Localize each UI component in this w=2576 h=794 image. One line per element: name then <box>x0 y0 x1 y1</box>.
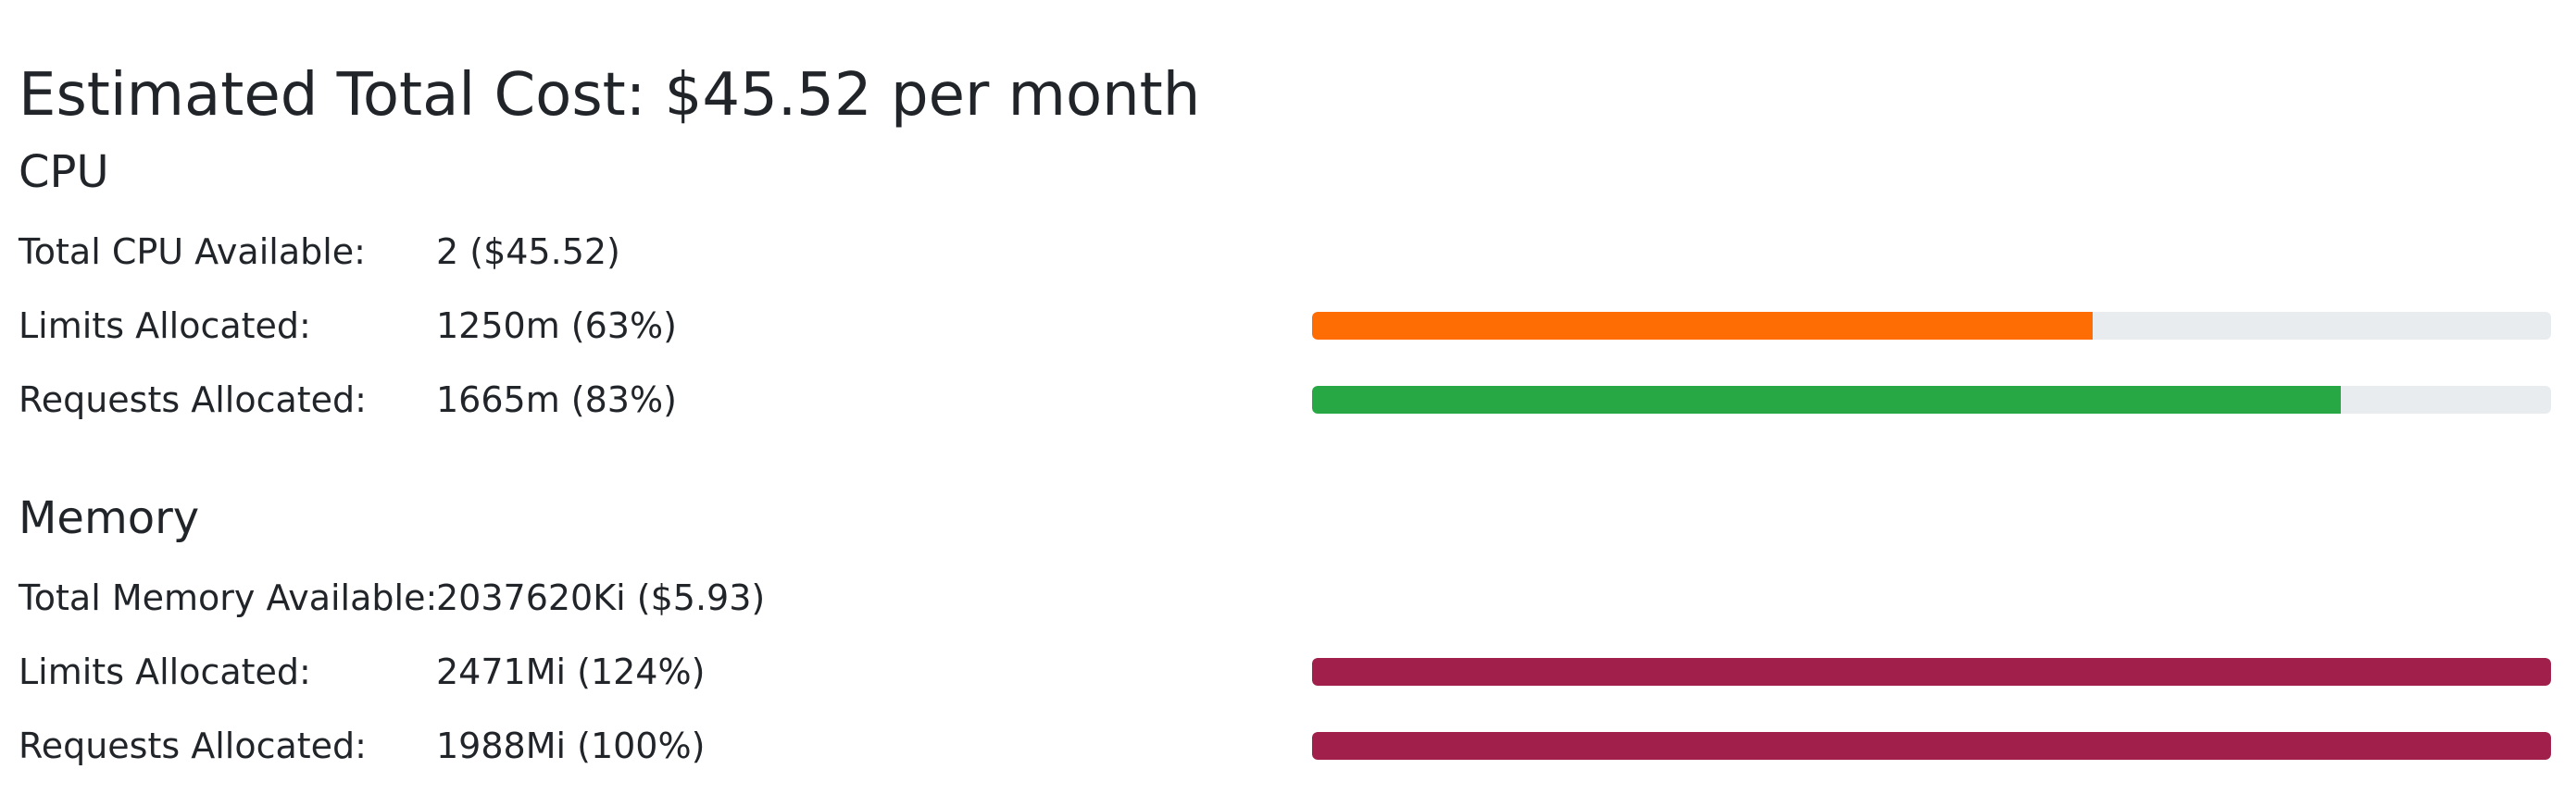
cpu-requests-value: 1665m (83%) <box>436 379 677 420</box>
page-title: Estimated Total Cost: $45.52 per month <box>19 60 1201 130</box>
memory-limits-progress-fill <box>1312 658 2551 686</box>
memory-limits-value: 2471Mi (124%) <box>436 651 706 692</box>
cpu-total-row: Total CPU Available: 2 ($45.52) <box>19 230 2557 274</box>
cpu-total-value: 2 ($45.52) <box>436 231 620 272</box>
memory-requests-progress-bar <box>1312 732 2551 760</box>
cpu-limits-progress-bar <box>1312 312 2551 340</box>
cpu-requests-progress-fill <box>1312 386 2341 414</box>
cpu-limits-row: Limits Allocated: 1250m (63%) <box>19 304 2557 348</box>
memory-total-label: Total Memory Available: <box>19 577 438 618</box>
cpu-limits-progress-fill <box>1312 312 2093 340</box>
memory-limits-progress-bar <box>1312 658 2551 686</box>
memory-heading: Memory <box>19 492 200 544</box>
cpu-requests-progress-bar <box>1312 386 2551 414</box>
memory-requests-label: Requests Allocated: <box>19 726 367 766</box>
cpu-limits-label: Limits Allocated: <box>19 305 311 346</box>
cpu-requests-label: Requests Allocated: <box>19 379 367 420</box>
cpu-heading: CPU <box>19 146 109 198</box>
memory-requests-progress-fill <box>1312 732 2551 760</box>
memory-requests-row: Requests Allocated: 1988Mi (100%) <box>19 724 2557 768</box>
memory-total-row: Total Memory Available: 2037620Ki ($5.93… <box>19 576 2557 620</box>
cpu-limits-value: 1250m (63%) <box>436 305 677 346</box>
memory-limits-label: Limits Allocated: <box>19 651 311 692</box>
cpu-total-label: Total CPU Available: <box>19 231 366 272</box>
memory-total-value: 2037620Ki ($5.93) <box>436 577 766 618</box>
cpu-requests-row: Requests Allocated: 1665m (83%) <box>19 378 2557 422</box>
memory-requests-value: 1988Mi (100%) <box>436 726 706 766</box>
memory-limits-row: Limits Allocated: 2471Mi (124%) <box>19 650 2557 694</box>
